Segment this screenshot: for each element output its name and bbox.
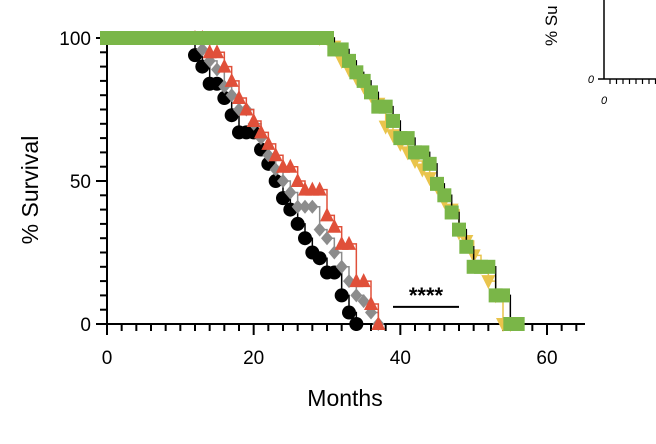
data-point-diamond [299, 199, 311, 214]
data-point-triangle-up [254, 124, 268, 139]
data-point-circle [342, 305, 356, 320]
data-point-triangle-up [364, 295, 378, 310]
data-point-circle [298, 231, 312, 246]
data-point-diamond [350, 288, 363, 303]
x-tick-label: 20 [243, 348, 264, 369]
data-point-triangle-up [268, 147, 283, 162]
x-tick-label: 0 [102, 348, 113, 369]
data-point-triangle-up [210, 44, 224, 59]
data-point-triangle-up [217, 58, 232, 73]
significance-label: **** [409, 283, 444, 308]
data-point-square [356, 73, 371, 88]
data-point-diamond [306, 199, 319, 214]
data-point-diamond [225, 88, 238, 103]
data-point-triangle-up [261, 135, 276, 150]
y-tick-label: 0 [80, 315, 91, 336]
inset-panel: 00 % Su [542, 0, 656, 107]
data-point-diamond [211, 62, 223, 77]
annotation-layer: **** [393, 283, 459, 308]
data-point-square [422, 156, 437, 171]
data-point-diamond [196, 42, 209, 57]
inset-x-tick-label: 0 [601, 95, 608, 107]
data-point-triangle-up [246, 112, 261, 127]
data-point-triangle-up [232, 90, 246, 105]
data-point-triangle-up [327, 218, 342, 233]
data-point-circle [349, 317, 364, 331]
data-point-triangle-up [239, 101, 254, 116]
data-point-diamond [291, 199, 304, 214]
series-line-green-squares [107, 37, 518, 325]
y-tick-label: 100 [59, 29, 91, 50]
data-point-square [444, 205, 459, 220]
data-point-square [430, 176, 444, 191]
y-tick-label: 50 [70, 172, 91, 193]
data-point-square [378, 99, 393, 114]
series-green-squares [100, 31, 525, 331]
inset-y-axis-title: % Su [542, 5, 561, 46]
data-point-triangle-up [283, 158, 298, 173]
data-point-square [342, 53, 356, 68]
data-point-diamond [321, 231, 333, 246]
data-point-diamond [313, 222, 326, 237]
data-point-square [364, 85, 378, 100]
data-point-circle [312, 251, 327, 266]
data-point-triangle-up [224, 72, 239, 87]
series-layer [100, 30, 525, 332]
data-point-square [459, 239, 474, 254]
data-point-square [320, 31, 334, 45]
data-point-diamond [277, 174, 289, 188]
data-point-triangle-down [422, 172, 437, 187]
data-point-square [415, 145, 430, 160]
data-point-square [334, 42, 349, 57]
x-tick-label: 40 [390, 348, 411, 369]
data-point-diamond [269, 162, 282, 177]
data-point-diamond [284, 185, 297, 200]
data-point-diamond [335, 259, 348, 274]
data-point-triangle-up [371, 316, 386, 330]
data-point-triangle-up [320, 207, 334, 222]
data-point-square [481, 259, 496, 274]
axes-group: 0 20 40 60 0 50 100 Months % Survival [17, 29, 585, 411]
data-point-triangle-up [342, 235, 356, 250]
data-point-square [496, 288, 510, 303]
data-point-square [386, 113, 400, 128]
data-point-square [437, 188, 452, 203]
data-point-circle [268, 174, 283, 188]
y-axis-title: % Survival [17, 136, 43, 245]
data-point-triangle-down [481, 275, 496, 290]
data-point-square [510, 317, 525, 331]
data-point-triangle-up [312, 181, 327, 196]
data-point-triangle-up [290, 173, 305, 187]
x-tick-label: 60 [536, 348, 557, 369]
x-axis-title: Months [307, 385, 382, 411]
inset-y-tick-label: 0 [588, 74, 595, 86]
data-point-diamond [357, 294, 370, 309]
data-point-circle [290, 216, 305, 231]
data-point-circle [334, 288, 349, 303]
data-point-square [400, 131, 415, 146]
data-point-square [452, 222, 466, 237]
data-point-triangle-up [356, 273, 371, 288]
